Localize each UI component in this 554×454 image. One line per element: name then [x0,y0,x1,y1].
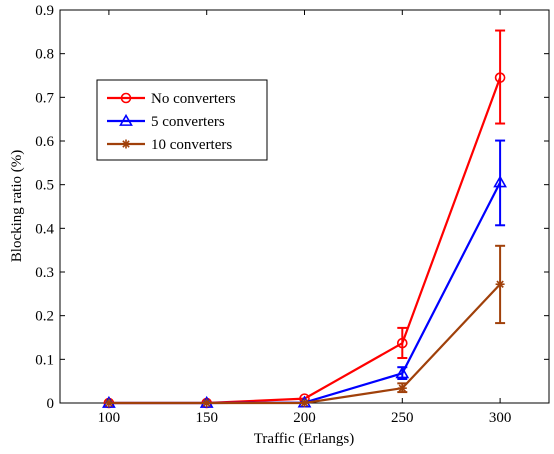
x-axis-label: Traffic (Erlangs) [254,431,354,447]
star-stroke [122,140,130,148]
y-tick-label: 0 [47,396,55,412]
legend-label: 5 converters [151,114,225,130]
legend-label: No converters [151,91,236,107]
x-tick-label: 250 [391,410,414,426]
plot-area [59,9,550,404]
y-tick-label: 0.2 [35,309,54,325]
legend-marker [121,139,131,149]
data-point [104,398,114,408]
y-tick-label: 0.5 [35,178,54,194]
y-tick-label: 0.1 [35,352,54,368]
data-point [494,72,506,83]
data-point [397,383,407,393]
legend-label: 10 converters [151,137,232,153]
data-point [202,398,212,408]
series-layer [102,29,507,409]
y-tick-label: 0.7 [35,90,54,106]
data-point [396,337,408,349]
legend-marker [119,113,133,126]
star-stroke [300,399,309,407]
legend: No converters 5 converters 10 converters [96,79,268,161]
y-tick-label: 0.4 [35,221,54,237]
data-point [495,279,505,289]
legend-marker [120,92,132,104]
y-tick-label: 0.9 [35,3,54,19]
data-point [300,398,309,408]
y-tick-label: 0.8 [35,47,54,63]
x-tick-label: 150 [195,410,218,426]
data-point [493,175,507,188]
data-point [395,366,410,379]
x-tick-label: 200 [293,410,316,426]
star-stroke [202,399,211,407]
x-tick-label: 100 [98,410,121,426]
axis-ticks: 100 150 200 250 300 0 0.1 0.2 0.3 0.4 0.5 0.6 0.7 0.8… [35,3,549,426]
star-stroke [496,280,504,288]
y-tick-label: 0.6 [35,134,54,150]
x-tick-label: 300 [489,410,512,426]
y-tick-label: 0.3 [35,265,54,281]
star-stroke [398,384,407,392]
y-axis-label: Blocking ratio (%) [9,150,25,262]
star-stroke [105,399,113,407]
